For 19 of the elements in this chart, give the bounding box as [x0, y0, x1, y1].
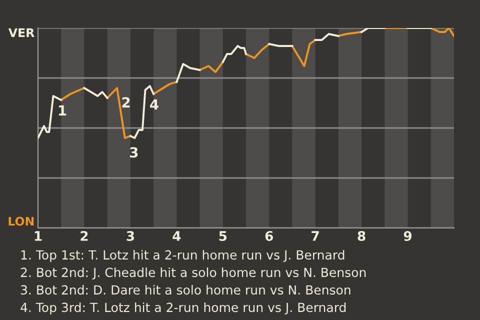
- annotation: 1: [58, 105, 66, 116]
- text: 4. Top 3rd: T. Lotz hit a 2-run home run vs J. Bernard: [20, 302, 346, 315]
- text: 3. Bot 2nd: D. Dare hit a solo home run vs N. Benson: [20, 284, 350, 295]
- text: VER: [8, 28, 34, 37]
- x-tick-label: 6: [265, 231, 273, 241]
- text: 1. Top 1st: T. Lotz hit a 2-run home run vs J. Bernard: [21, 250, 344, 262]
- x-tick-label: 8: [358, 231, 366, 241]
- text: 2. Bot 2nd: J. Cheadle hit a solo home run vs N. Benson: [20, 267, 366, 280]
- x-tick-label: 9: [404, 231, 412, 241]
- x-tick-label: 7: [312, 231, 319, 241]
- x-tick-label: 4: [172, 231, 181, 241]
- x-tick-label: 2: [80, 231, 88, 241]
- text: LON: [8, 216, 34, 226]
- annotation: 2: [122, 97, 130, 108]
- x-tick-label: 1: [34, 231, 42, 241]
- annotation: 4: [150, 99, 158, 110]
- x-tick-label: 5: [219, 231, 227, 241]
- x-tick-label: 3: [126, 231, 134, 241]
- annotation: 3: [130, 147, 138, 158]
